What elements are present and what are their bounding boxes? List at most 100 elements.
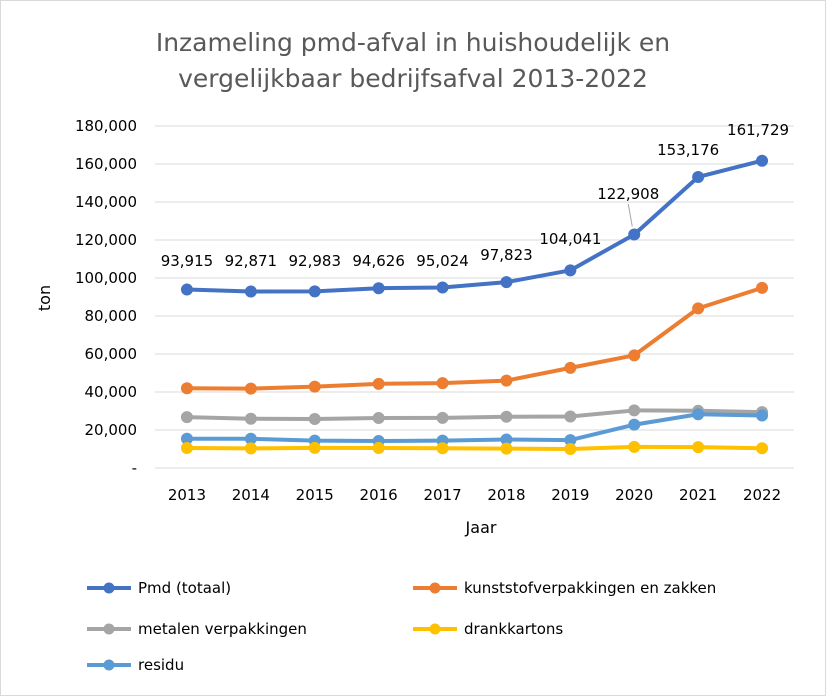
data-point: [180, 442, 193, 455]
leader-line: [627, 203, 633, 227]
y-axis-ticks: - 20,000 40,000 60,000 80,000 100,000 120,000 1…: [75, 117, 137, 477]
series-line: [184, 444, 765, 451]
data-point: [244, 442, 257, 455]
x-tick-label: 2013: [168, 486, 206, 504]
data-point: [308, 441, 321, 454]
legend-marker: [429, 623, 441, 635]
data-point: [372, 442, 385, 455]
legend-marker: [103, 659, 115, 671]
x-tick-label: 2017: [423, 486, 461, 504]
y-tick-label: 160,000: [75, 155, 137, 173]
series-2: [180, 404, 769, 425]
data-point: [372, 377, 385, 390]
data-point: [500, 374, 513, 387]
data-point: [244, 285, 257, 298]
gridlines: [155, 125, 794, 469]
data-point: [692, 408, 705, 421]
series-3: [180, 440, 769, 455]
y-tick-label: 80,000: [85, 307, 138, 325]
data-point: [564, 361, 577, 374]
data-point: [500, 410, 513, 423]
data-label: 97,823: [480, 246, 533, 264]
data-point: [692, 302, 705, 315]
x-axis-ticks: 2013 2014 2015 2016 2017 2018 2019 2020 2021 2022: [168, 486, 781, 504]
chart-title-line-1: Inzameling pmd-afval in huishoudelijk en: [156, 28, 670, 57]
series-0: [180, 154, 769, 298]
series-line: [184, 408, 765, 421]
legend-marker: [103, 623, 115, 635]
x-tick-label: 2015: [296, 486, 334, 504]
y-tick-label: 140,000: [75, 193, 137, 211]
legend: Pmd (totaal) kunststofverpakkingen en zak…: [87, 579, 716, 674]
x-tick-label: 2014: [232, 486, 270, 504]
legend-label: residu: [138, 656, 184, 674]
data-labels: 93,915 92,871 92,983 94,626 95,024 97,823 104,…: [161, 121, 789, 270]
series-1: [180, 281, 769, 395]
y-tick-label: 180,000: [75, 117, 137, 135]
data-point: [756, 281, 769, 294]
x-tick-label: 2022: [743, 486, 781, 504]
data-point: [692, 441, 705, 454]
data-point: [308, 380, 321, 393]
data-point: [756, 154, 769, 167]
data-point: [628, 418, 641, 431]
legend-item: kunststofverpakkingen en zakken: [413, 579, 716, 597]
data-point: [500, 276, 513, 289]
series-line: [184, 412, 765, 444]
legend-marker: [429, 582, 441, 594]
x-tick-label: 2016: [360, 486, 398, 504]
data-label: 92,983: [289, 252, 342, 270]
data-label: 92,871: [225, 252, 278, 270]
y-tick-label: 60,000: [85, 345, 138, 363]
data-point: [436, 377, 449, 390]
x-axis-title: Jaar: [465, 518, 497, 537]
data-point: [436, 281, 449, 294]
legend-label: kunststofverpakkingen en zakken: [464, 579, 716, 597]
data-point: [756, 442, 769, 455]
chart-title: Inzameling pmd-afval in huishoudelijk en…: [156, 28, 670, 93]
data-point: [756, 409, 769, 422]
series-4: [180, 408, 769, 448]
data-point: [180, 283, 193, 296]
data-point: [372, 282, 385, 295]
y-tick-label: 40,000: [85, 383, 138, 401]
legend-item: metalen verpakkingen: [87, 620, 307, 638]
y-tick-label: -: [132, 459, 137, 477]
data-label: 122,908: [597, 185, 659, 203]
y-tick-label: 20,000: [85, 421, 138, 439]
data-point: [564, 410, 577, 423]
data-label: 93,915: [161, 252, 214, 270]
data-point: [244, 382, 257, 395]
legend-item: residu: [87, 656, 184, 674]
x-tick-label: 2021: [679, 486, 717, 504]
data-point: [180, 411, 193, 424]
data-point: [500, 442, 513, 455]
data-point: [436, 442, 449, 455]
legend-label: drankkartons: [464, 620, 563, 638]
data-point: [436, 411, 449, 424]
y-tick-label: 120,000: [75, 231, 137, 249]
series-line: [184, 285, 765, 391]
legend-item: Pmd (totaal): [87, 579, 231, 597]
data-point: [628, 228, 641, 241]
data-point: [628, 440, 641, 453]
data-point: [628, 404, 641, 417]
data-point: [180, 382, 193, 395]
data-point: [308, 285, 321, 298]
legend-label: metalen verpakkingen: [138, 620, 307, 638]
data-point: [372, 412, 385, 425]
data-label: 161,729: [727, 121, 789, 139]
x-tick-label: 2019: [551, 486, 589, 504]
data-point: [628, 349, 641, 362]
series-line: [184, 158, 765, 294]
data-point: [564, 443, 577, 455]
y-tick-label: 100,000: [75, 269, 137, 287]
data-label: 95,024: [416, 252, 469, 270]
x-tick-label: 2018: [487, 486, 525, 504]
y-axis-title: ton: [35, 285, 54, 311]
chart-title-line-2: vergelijkbaar bedrijfsafval 2013-2022: [178, 64, 648, 93]
legend-item: drankkartons: [413, 620, 563, 638]
legend-marker: [103, 582, 115, 594]
